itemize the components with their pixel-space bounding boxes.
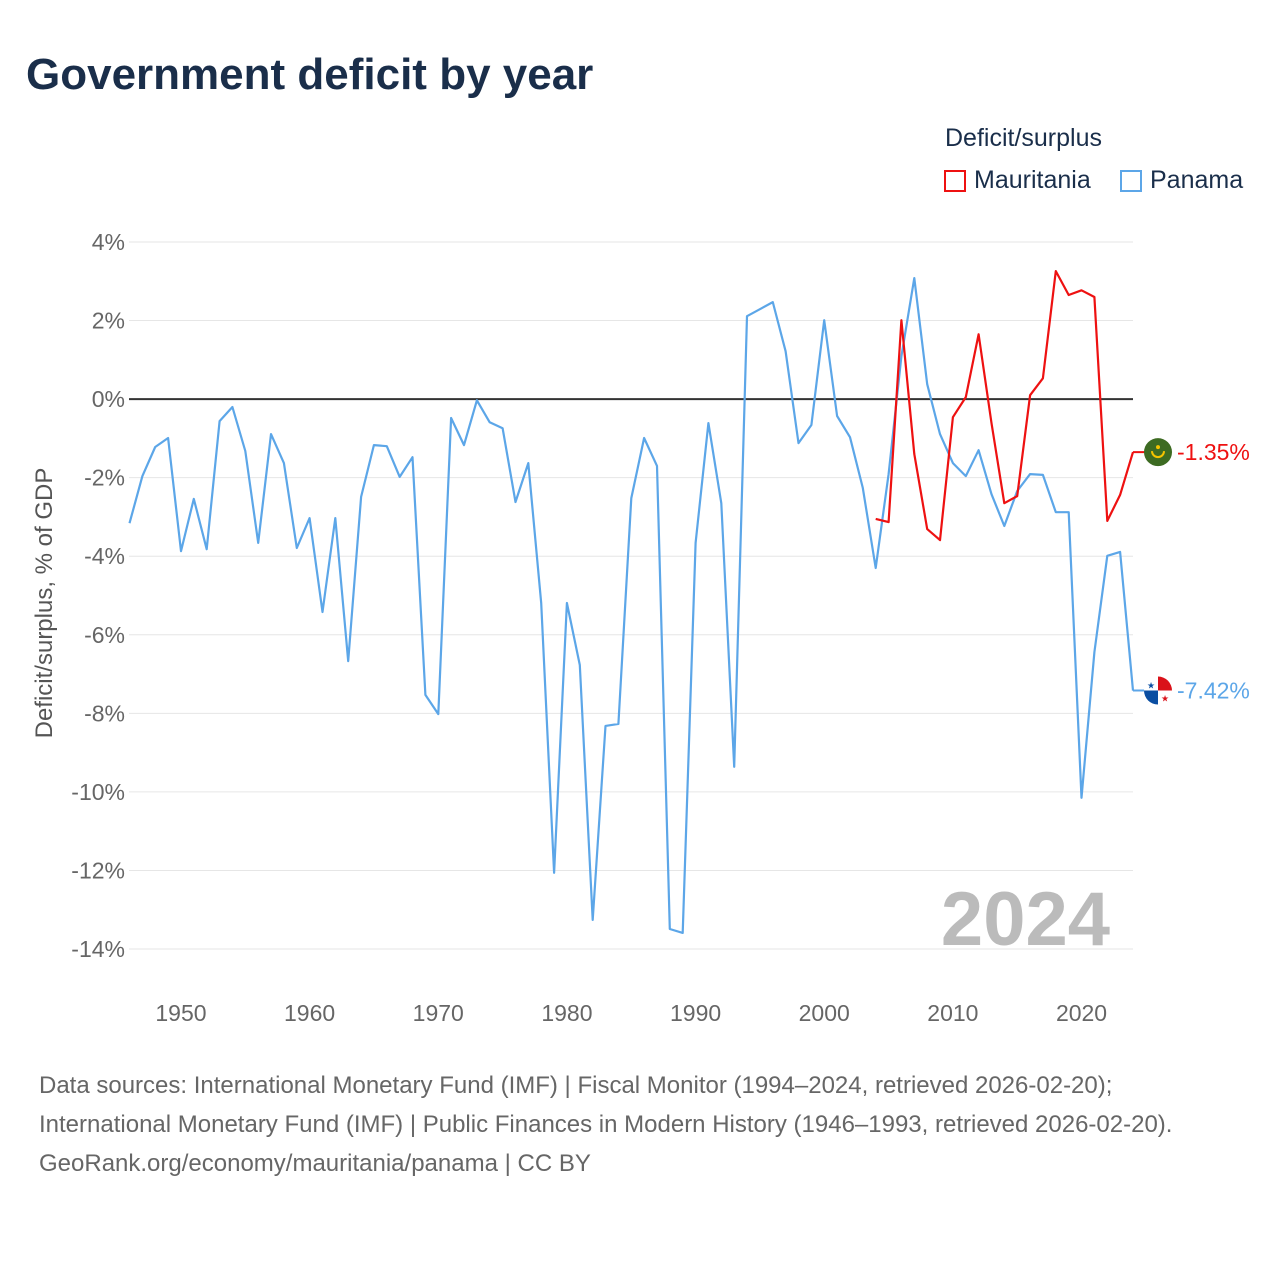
y-tick-label: 0% [92, 386, 125, 412]
y-tick-label: -10% [71, 779, 125, 805]
x-tick-label: 1980 [541, 1000, 592, 1026]
x-tick-label: 1960 [284, 1000, 335, 1026]
legend-swatch-panama [1120, 169, 1142, 192]
y-tick-label: -6% [84, 622, 125, 648]
mauritania-flag-icon [1144, 438, 1172, 467]
legend-swatch-mauritania [944, 169, 966, 192]
legend-item-panama[interactable]: Panama [1120, 166, 1243, 195]
legend-label-mauritania: Mauritania [974, 166, 1091, 194]
x-tick-label: 1970 [413, 1000, 464, 1026]
x-tick-label: 2010 [927, 1000, 978, 1026]
x-tick-label: 2020 [1056, 1000, 1107, 1026]
x-tick-label: 1990 [670, 1000, 721, 1026]
y-tick-label: 4% [92, 229, 125, 255]
y-tick-label: -4% [84, 543, 125, 569]
legend-item-mauritania[interactable]: Mauritania [944, 166, 1091, 195]
svg-text:★: ★ [1147, 681, 1155, 691]
series-line-mauritania[interactable] [875, 270, 1135, 542]
y-tick-label: -12% [71, 857, 125, 883]
y-tick-label: -2% [84, 465, 125, 491]
y-axis-label: Deficit/surplus, % of GDP [31, 468, 58, 739]
legend-label-panama: Panama [1150, 166, 1244, 194]
end-value-label-panama: -7.42% [1177, 678, 1250, 704]
legend-title: Deficit/surplus [945, 124, 1102, 152]
y-tick-label: -14% [71, 936, 125, 962]
x-tick-label: 2000 [799, 1000, 850, 1026]
year-watermark: 2024 [941, 877, 1110, 962]
series-line-panama[interactable] [128, 277, 1135, 935]
x-tick-label: 1950 [155, 1000, 206, 1026]
panama-flag-icon: ★★ [1144, 676, 1172, 705]
end-value-label-mauritania: -1.35% [1177, 439, 1250, 465]
svg-text:★: ★ [1161, 694, 1169, 704]
y-tick-label: -8% [84, 700, 125, 726]
data-sources: Data sources: International Monetary Fun… [39, 1066, 1239, 1183]
y-tick-label: 2% [92, 308, 125, 334]
georank-link[interactable]: GeoRank.org/economy/mauritania/panama | … [39, 1150, 591, 1177]
chart-title: Government deficit by year [26, 50, 594, 99]
sources-text: Data sources: International Monetary Fun… [39, 1072, 1173, 1138]
